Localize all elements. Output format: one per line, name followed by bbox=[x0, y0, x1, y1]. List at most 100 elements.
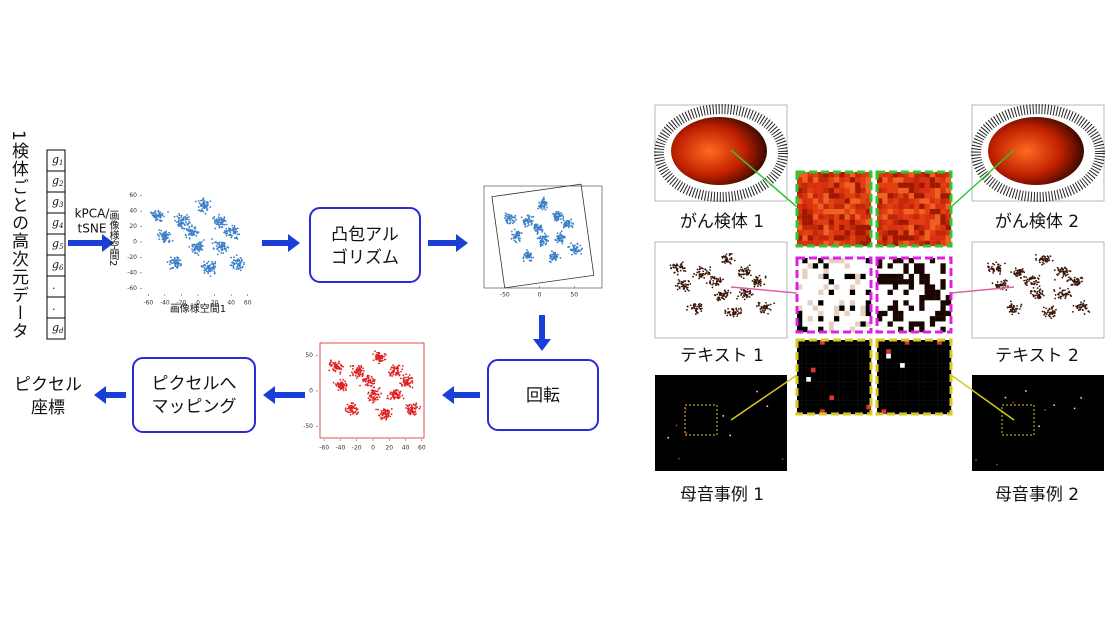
vector-sub: 4 bbox=[58, 222, 63, 230]
scatter-dot bbox=[180, 214, 183, 217]
scatter-dot bbox=[378, 362, 380, 365]
scatter-dot bbox=[563, 225, 566, 227]
zoom-pixel bbox=[887, 182, 894, 189]
scatter-dot bbox=[413, 404, 416, 407]
zoom-pixel bbox=[904, 358, 910, 364]
zoom-pixel bbox=[892, 193, 899, 199]
zoom-pixel bbox=[909, 340, 915, 345]
zoom-frame bbox=[875, 170, 953, 248]
zoom-pixel bbox=[900, 381, 905, 387]
scatter-dot bbox=[1031, 276, 1034, 278]
scatter-dot bbox=[552, 255, 555, 258]
zoom-pixel bbox=[877, 358, 882, 364]
scatter-dot bbox=[220, 244, 223, 247]
zoom-pixel bbox=[820, 367, 825, 373]
zoom-pixel bbox=[810, 381, 816, 387]
scatter-dot bbox=[381, 357, 384, 360]
scatter-dot bbox=[206, 208, 209, 211]
zoom-pixel bbox=[861, 358, 867, 364]
zoom-pixel bbox=[886, 340, 892, 345]
zoom-pixel bbox=[940, 224, 946, 231]
scatter-dot bbox=[356, 367, 359, 369]
zoom-pixel bbox=[932, 353, 938, 359]
pixel bbox=[1038, 425, 1040, 428]
zoom-pixel bbox=[937, 344, 942, 350]
zoom-pixel bbox=[935, 235, 941, 241]
zoom-pixel bbox=[849, 273, 856, 280]
zoom-pixel bbox=[839, 177, 845, 183]
scatter-dot bbox=[398, 391, 400, 393]
zoom-pixel bbox=[900, 404, 905, 410]
scatter-dot bbox=[1013, 305, 1016, 308]
zoom-pixel bbox=[882, 305, 888, 312]
scatter-dot bbox=[1035, 292, 1038, 295]
scatter-dot bbox=[225, 232, 228, 235]
zoom-pixel bbox=[903, 224, 909, 231]
zoom-pixel bbox=[829, 409, 835, 415]
scatter-dot bbox=[394, 396, 397, 399]
scatter-dot bbox=[391, 375, 394, 377]
connector bbox=[950, 374, 1015, 421]
zoom-pixel bbox=[855, 230, 861, 236]
scatter-dot bbox=[505, 219, 508, 222]
zoom-pixel bbox=[919, 219, 925, 226]
zoom-pixel bbox=[927, 353, 933, 359]
zoom-pixel bbox=[909, 358, 915, 364]
zoom-pixel bbox=[810, 395, 816, 401]
scatter-dot bbox=[243, 263, 245, 266]
scatter-dot bbox=[216, 223, 218, 226]
scatter-dot bbox=[347, 407, 349, 410]
zoom-pixel bbox=[828, 219, 835, 226]
zoom-pixel bbox=[908, 326, 915, 333]
zoom-pixel bbox=[877, 321, 883, 327]
scatter-dot bbox=[415, 406, 418, 409]
zoom-pixel bbox=[914, 321, 920, 327]
scatter-dot bbox=[694, 309, 697, 311]
scatter-dot bbox=[1035, 257, 1038, 260]
zoom-pixel bbox=[807, 193, 814, 199]
scatter-dot bbox=[356, 371, 359, 374]
zoom-pixel bbox=[802, 326, 808, 333]
zoom-pixel bbox=[847, 353, 853, 359]
zoom-pixel bbox=[890, 409, 896, 415]
zoom-pixel bbox=[839, 284, 845, 290]
zoom-pixel bbox=[904, 404, 910, 410]
scatter-dot bbox=[408, 411, 411, 414]
zoom-pixel bbox=[890, 386, 896, 392]
zoom-pixel bbox=[895, 340, 901, 345]
scatter-dot bbox=[530, 221, 533, 224]
zoom-pixel bbox=[924, 273, 931, 280]
zoom-pixel bbox=[927, 377, 933, 382]
zoom-pixel bbox=[945, 300, 952, 306]
zoom-pixel bbox=[908, 273, 915, 280]
zoom-pixel bbox=[904, 377, 910, 382]
zoom-pixel bbox=[890, 390, 896, 396]
zoom-pixel bbox=[847, 367, 853, 373]
zoom-pixel bbox=[908, 203, 915, 210]
scatter-dot bbox=[528, 256, 531, 259]
scatter-dot bbox=[196, 252, 199, 255]
zoom-pixel bbox=[890, 372, 896, 378]
zoom-pixel bbox=[834, 321, 840, 327]
zoom-pixel bbox=[852, 409, 858, 415]
scatter-dot bbox=[380, 410, 383, 412]
zoom-pixel bbox=[849, 258, 856, 264]
zoom-pixel bbox=[886, 400, 892, 405]
zoom-pixel bbox=[818, 198, 824, 204]
scatter-dot bbox=[756, 285, 759, 288]
scatter-dot bbox=[710, 277, 713, 280]
zoom-pixel bbox=[818, 172, 824, 178]
vector-var: . bbox=[52, 300, 56, 313]
scatter-dot bbox=[350, 402, 353, 404]
zoom-pixel bbox=[892, 300, 899, 306]
scatter-dot bbox=[382, 409, 385, 412]
scatter-dot bbox=[755, 282, 758, 285]
scatter-dot bbox=[405, 381, 408, 383]
scatter-dot bbox=[518, 232, 521, 235]
scatter-dot bbox=[745, 272, 748, 275]
scatter-dot bbox=[361, 375, 364, 378]
scatter-dot bbox=[1019, 268, 1022, 271]
scatter-dot bbox=[1078, 306, 1081, 309]
zoom-pixel bbox=[908, 295, 915, 301]
scatter-dot bbox=[1069, 270, 1072, 273]
